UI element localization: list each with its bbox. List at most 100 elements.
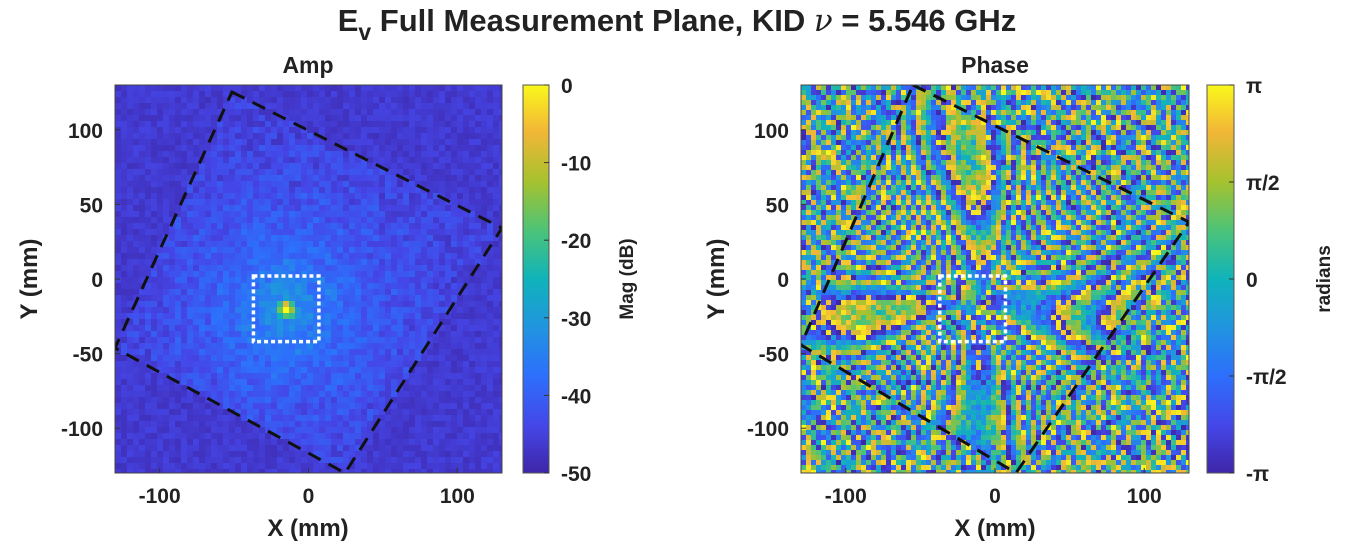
heatmap-cell [319, 343, 326, 350]
heatmap-cell [193, 145, 200, 152]
heatmap-cell [331, 265, 338, 272]
heatmap-cell [145, 115, 152, 122]
heatmap-cell [481, 439, 488, 446]
heatmap-cell [1186, 85, 1189, 91]
amp-panel-title: Amp [282, 52, 333, 78]
heatmap-cell [409, 409, 416, 416]
heatmap-cell [493, 97, 500, 104]
heatmap-cell [205, 367, 212, 374]
heatmap-cell [1146, 125, 1152, 131]
heatmap-cell [361, 307, 368, 314]
heatmap-cell [445, 127, 452, 134]
heatmap-cell [403, 283, 410, 290]
heatmap-cell [259, 319, 266, 326]
heatmap-cell [115, 463, 122, 470]
heatmap-cell [1151, 125, 1157, 131]
heatmap-cell [343, 403, 350, 410]
heatmap-cell [349, 139, 356, 146]
heatmap-cell [906, 100, 912, 106]
heatmap-cell [901, 105, 907, 111]
heatmap-cell [349, 469, 356, 473]
heatmap-cell [247, 445, 254, 452]
heatmap-cell [433, 217, 440, 224]
heatmap-cell [241, 103, 248, 110]
heatmap-cell [1021, 110, 1027, 116]
heatmap-cell [139, 415, 146, 422]
heatmap-cell [991, 125, 997, 131]
heatmap-cell [319, 259, 326, 266]
heatmap-cell [175, 343, 182, 350]
heatmap-cell [235, 199, 242, 206]
heatmap-cell [499, 337, 502, 344]
heatmap-cell [271, 307, 278, 314]
heatmap-cell [115, 181, 122, 188]
heatmap-cell [187, 121, 194, 128]
heatmap-cell [886, 100, 892, 106]
heatmap-cell [811, 125, 817, 131]
heatmap-cell [367, 289, 374, 296]
heatmap-cell [445, 247, 452, 254]
heatmap-cell [241, 133, 248, 140]
heatmap-cell [295, 457, 302, 464]
heatmap-cell [367, 259, 374, 266]
heatmap-cell [403, 319, 410, 326]
heatmap-cell [133, 223, 140, 230]
heatmap-cell [469, 211, 476, 218]
heatmap-cell [367, 301, 374, 308]
heatmap-cell [391, 301, 398, 308]
heatmap-cell [253, 313, 260, 320]
heatmap-cell [139, 121, 146, 128]
heatmap-cell [343, 331, 350, 338]
heatmap-cell [133, 277, 140, 284]
heatmap-cell [475, 265, 482, 272]
heatmap-cell [851, 130, 857, 136]
heatmap-cell [427, 115, 434, 122]
heatmap-cell [961, 120, 967, 126]
heatmap-cell [421, 115, 428, 122]
heatmap-cell [481, 301, 488, 308]
heatmap-cell [1016, 125, 1022, 131]
heatmap-cell [319, 181, 326, 188]
heatmap-cell [1116, 105, 1122, 111]
heatmap-cell [223, 235, 230, 242]
heatmap-cell [241, 331, 248, 338]
heatmap-cell [361, 325, 368, 332]
heatmap-cell [1111, 110, 1117, 116]
heatmap-cell [301, 415, 308, 422]
heatmap-cell [463, 295, 470, 302]
heatmap-cell [271, 205, 278, 212]
heatmap-cell [976, 95, 982, 101]
heatmap-cell [445, 97, 452, 104]
heatmap-cell [475, 175, 482, 182]
heatmap-cell [283, 169, 290, 176]
heatmap-cell [115, 415, 122, 422]
heatmap-cell [247, 199, 254, 206]
heatmap-cell [415, 211, 422, 218]
heatmap-cell [445, 187, 452, 194]
heatmap-cell [121, 463, 128, 470]
heatmap-cell [121, 163, 128, 170]
heatmap-cell [271, 247, 278, 254]
heatmap-cell [175, 217, 182, 224]
heatmap-cell [355, 355, 362, 362]
heatmap-cell [181, 373, 188, 380]
heatmap-cell [193, 427, 200, 434]
heatmap-cell [241, 247, 248, 254]
heatmap-cell [367, 295, 374, 302]
heatmap-cell [193, 139, 200, 146]
heatmap-cell [355, 391, 362, 398]
heatmap-cell [373, 433, 380, 440]
heatmap-cell [199, 223, 206, 230]
heatmap-cell [499, 385, 502, 392]
heatmap-cell [241, 163, 248, 170]
heatmap-cell [487, 427, 494, 434]
heatmap-cell [481, 85, 488, 92]
heatmap-cell [403, 247, 410, 254]
heatmap-cell [373, 283, 380, 290]
heatmap-cell [367, 355, 374, 362]
heatmap-cell [421, 457, 428, 464]
heatmap-cell [133, 373, 140, 380]
heatmap-cell [1156, 85, 1162, 91]
heatmap-cell [427, 271, 434, 278]
heatmap-cell [211, 109, 218, 116]
